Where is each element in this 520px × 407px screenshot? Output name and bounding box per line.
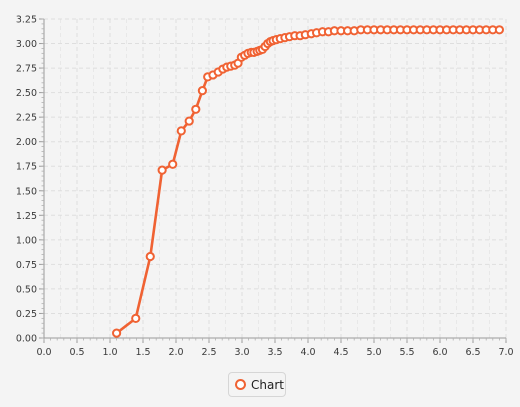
y-tick-label: 2.25 (16, 113, 37, 124)
data-point (197, 86, 207, 96)
legend-label: Chart (251, 377, 284, 392)
x-tick-label: 2.0 (168, 347, 183, 358)
x-tick-label: 3.0 (234, 347, 249, 358)
data-point (184, 116, 194, 126)
x-tick-label: 4.0 (300, 347, 315, 358)
data-point (112, 328, 122, 338)
y-tick-label: 0.25 (16, 309, 37, 320)
x-tick-label: 6.0 (432, 347, 447, 358)
y-tick-label: 3.00 (16, 39, 37, 50)
x-tick-label: 0.0 (36, 347, 51, 358)
y-tick-label: 2.50 (16, 88, 37, 99)
y-tick-label: 1.50 (16, 186, 37, 197)
x-tick-label: 0.5 (69, 347, 84, 358)
data-point (157, 165, 167, 175)
data-point (176, 126, 186, 136)
x-tick-label: 3.5 (267, 347, 282, 358)
y-tick-label: 1.25 (16, 211, 37, 222)
x-tick-label: 1.5 (135, 347, 150, 358)
y-tick-label: 0.75 (16, 260, 37, 271)
x-tick-label: 5.0 (366, 347, 381, 358)
x-tick-label: 4.5 (333, 347, 348, 358)
x-tick-label: 2.5 (201, 347, 216, 358)
x-tick-label: 1.0 (102, 347, 117, 358)
data-point (168, 159, 178, 169)
y-tick-label: 2.75 (16, 64, 37, 75)
y-tick-label: 0.50 (16, 284, 37, 295)
y-tick-label: 1.75 (16, 162, 37, 173)
data-point (131, 313, 141, 323)
x-tick-label: 6.5 (465, 347, 480, 358)
y-tick-label: 0.00 (16, 334, 37, 345)
x-tick-label: 7.0 (498, 347, 513, 358)
data-point (494, 25, 504, 35)
legend-marker-icon (235, 379, 246, 390)
y-tick-label: 1.00 (16, 235, 37, 246)
y-tick-label: 3.25 (16, 15, 37, 26)
x-tick-label: 5.5 (399, 347, 414, 358)
chart-legend: Chart (228, 372, 286, 397)
data-point (145, 251, 155, 262)
data-point (191, 104, 201, 114)
y-tick-label: 2.00 (16, 137, 37, 148)
